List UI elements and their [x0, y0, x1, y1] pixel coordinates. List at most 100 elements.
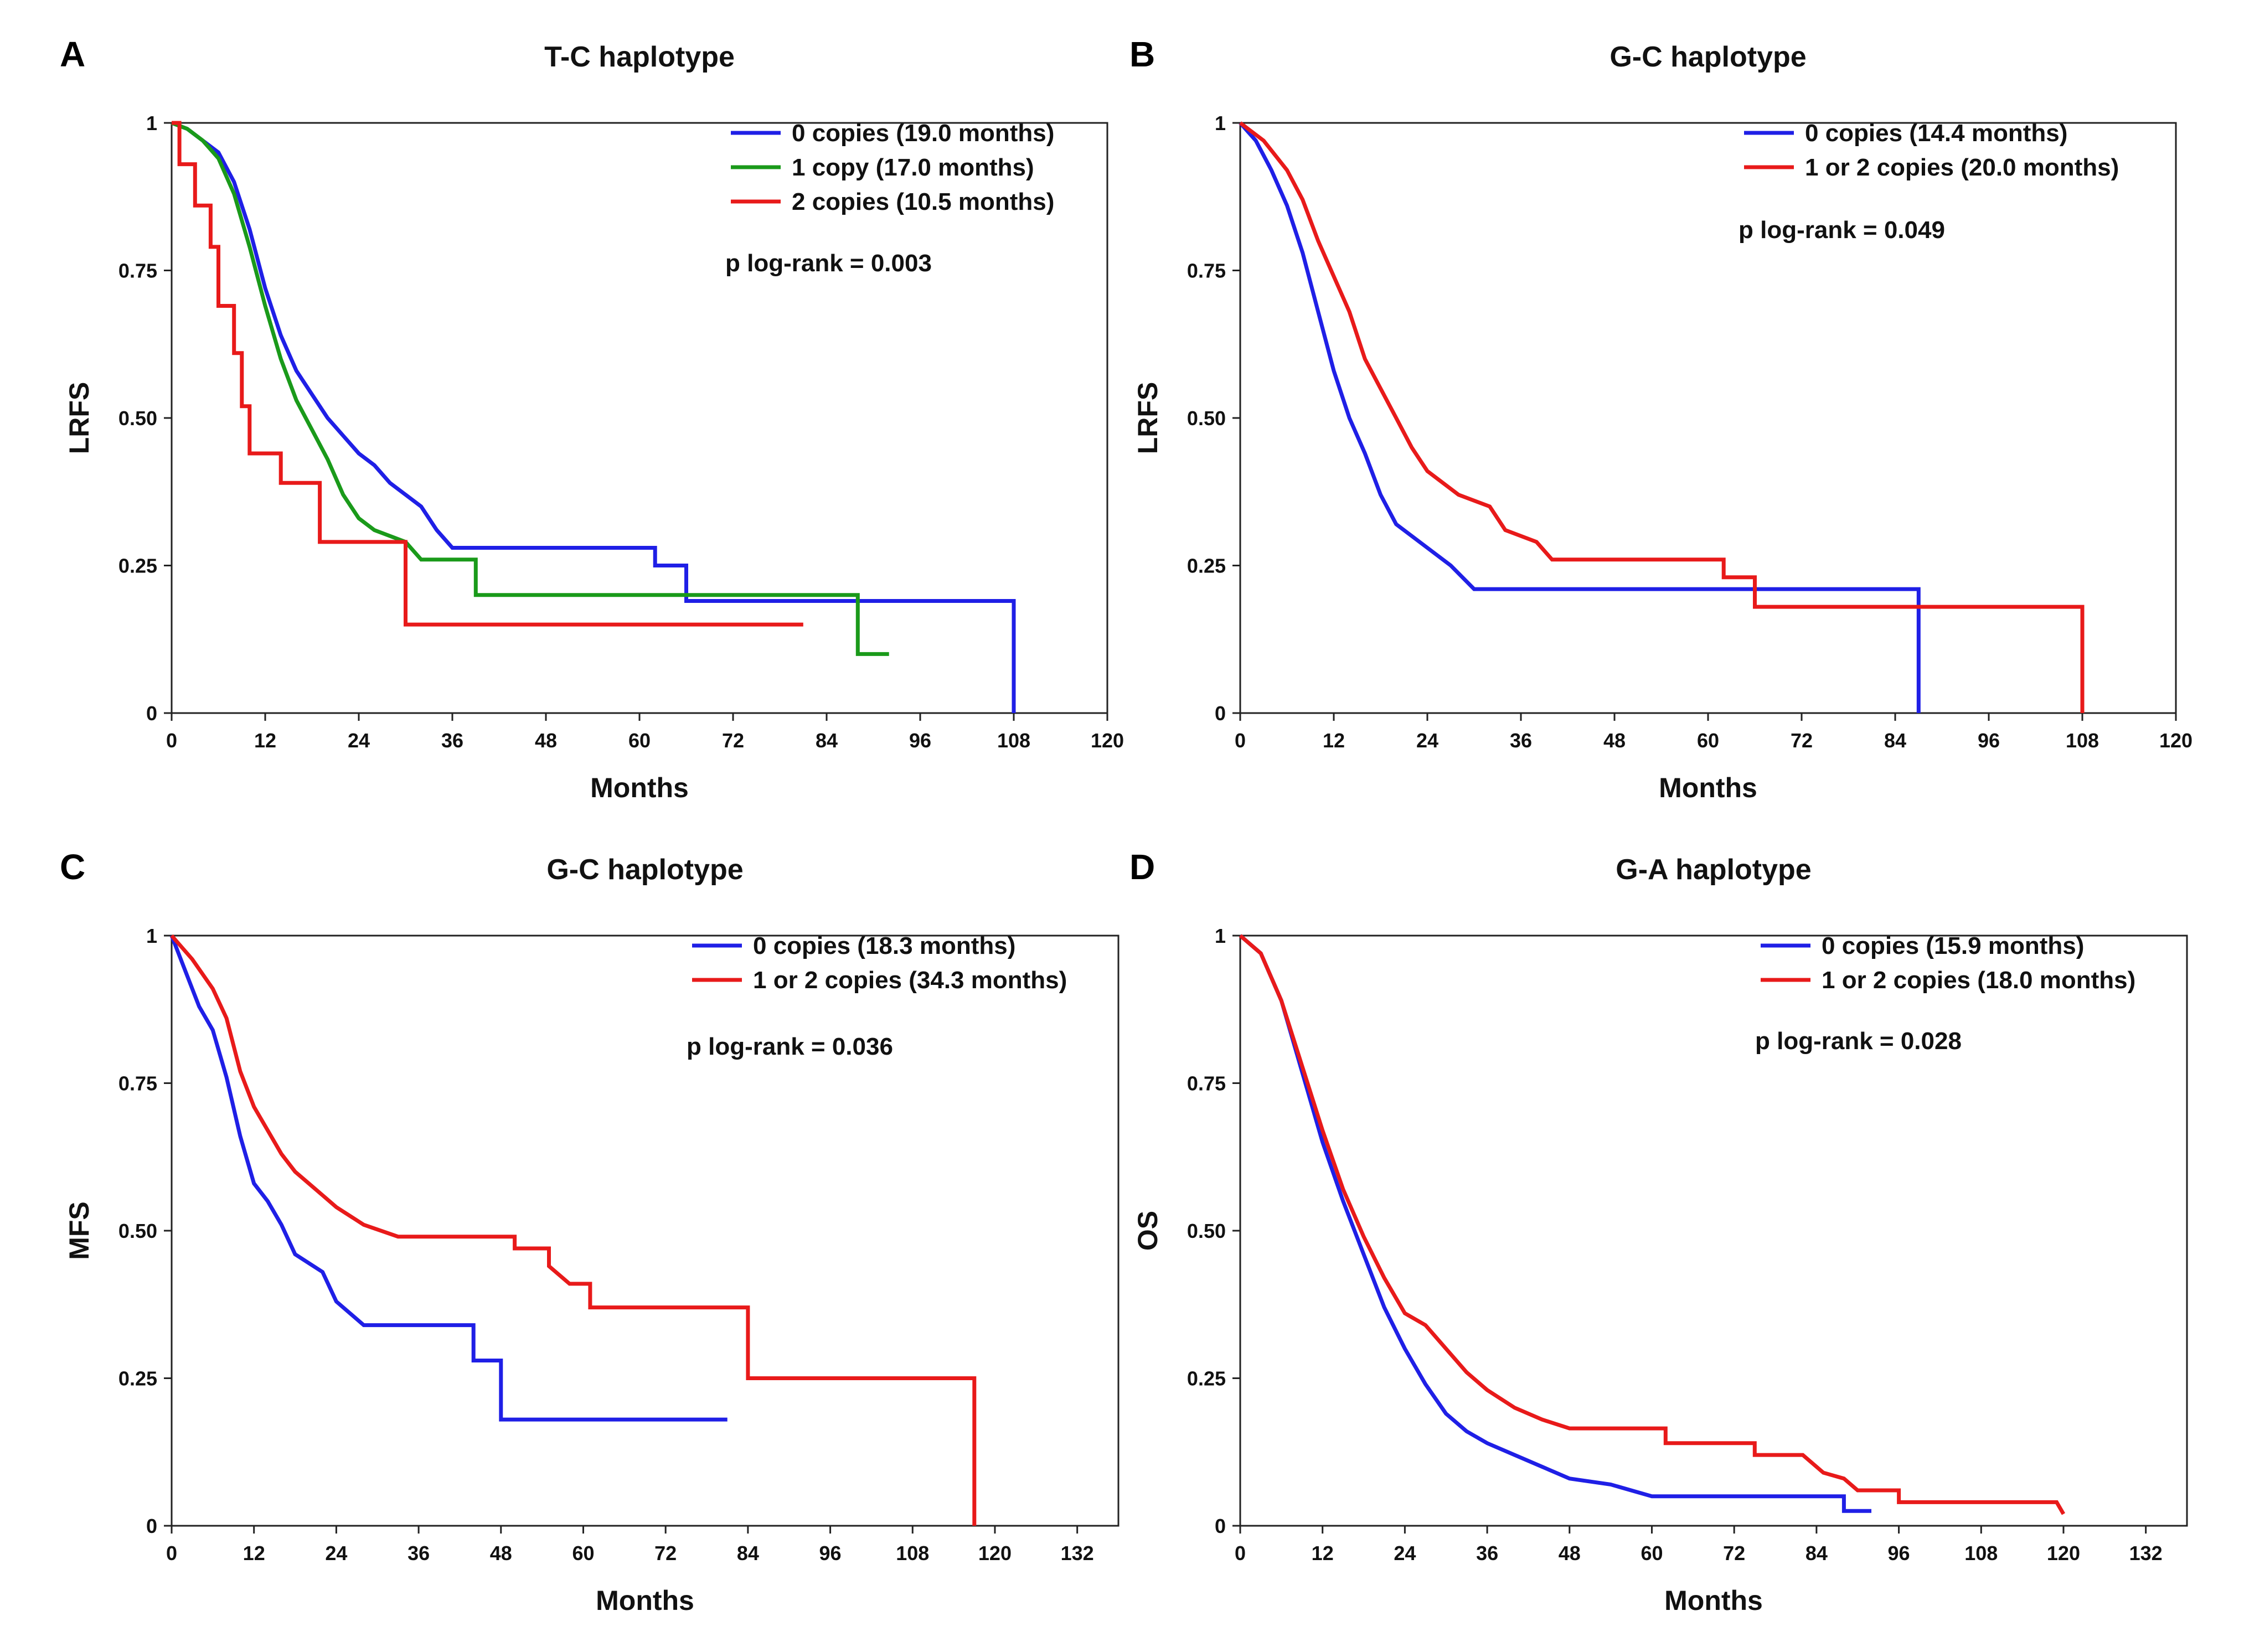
y-axis-label: OS — [1132, 1211, 1163, 1251]
series-line-2 — [170, 934, 977, 1526]
x-tick-label: 84 — [816, 729, 838, 752]
y-tick-label: 0.25 — [118, 1367, 157, 1390]
legend-entry: 2 copies (10.5 months) — [792, 188, 1054, 215]
y-tick-label: 0 — [1215, 1515, 1226, 1537]
y-tick-label: 1 — [1215, 112, 1226, 135]
y-tick-label: 0.25 — [1187, 1367, 1226, 1390]
y-axis-label: MFS — [64, 1201, 95, 1260]
x-tick-label: 132 — [1061, 1542, 1094, 1565]
x-axis-label: Months — [1664, 1585, 1763, 1616]
x-tick-label: 120 — [978, 1542, 1012, 1565]
x-tick-label: 108 — [1964, 1542, 1998, 1565]
x-tick-label: 120 — [2159, 729, 2193, 752]
x-axis-label: Months — [590, 772, 689, 803]
x-tick-label: 72 — [1723, 1542, 1745, 1565]
y-tick-label: 0.75 — [1187, 1072, 1226, 1095]
panel-letter: C — [60, 847, 85, 887]
p-logrank-annotation: p log-rank = 0.003 — [725, 250, 932, 277]
y-axis-label: LRFS — [1132, 382, 1163, 455]
x-tick-label: 12 — [1312, 1542, 1334, 1565]
legend-entry: 0 copies (15.9 months) — [1822, 932, 2084, 959]
y-tick-label: 0.75 — [118, 260, 157, 282]
x-tick-label: 108 — [2066, 729, 2099, 752]
y-tick-label: 1 — [1215, 925, 1226, 947]
series-line-1 — [169, 935, 728, 1422]
x-tick-label: 84 — [1805, 1542, 1828, 1565]
x-tick-label: 12 — [1323, 729, 1345, 752]
y-tick-label: 0.50 — [118, 407, 157, 430]
chart-title: G-C haplotype — [546, 854, 743, 886]
y-tick-label: 1 — [146, 925, 157, 947]
x-tick-label: 48 — [1559, 1542, 1581, 1565]
x-tick-label: 72 — [654, 1542, 677, 1565]
x-axis-label: Months — [596, 1585, 694, 1616]
x-tick-label: 36 — [1476, 1542, 1498, 1565]
series-line-2 — [1239, 121, 2085, 713]
series-line-1 — [1239, 934, 1871, 1513]
chart-title: G-A haplotype — [1616, 854, 1811, 886]
series-line-2 — [1239, 934, 2066, 1515]
x-tick-label: 0 — [166, 729, 177, 752]
plot-frame — [1239, 122, 2177, 714]
series-line-1 — [1239, 121, 1921, 713]
x-tick-label: 108 — [997, 729, 1030, 752]
p-logrank-annotation: p log-rank = 0.036 — [687, 1033, 893, 1060]
y-tick-label: 0.50 — [118, 1220, 157, 1242]
x-tick-label: 36 — [407, 1542, 430, 1565]
x-tick-label: 24 — [1394, 1542, 1416, 1565]
y-tick-label: 1 — [146, 112, 157, 135]
x-tick-label: 108 — [896, 1542, 929, 1565]
x-tick-label: 96 — [819, 1542, 842, 1565]
x-tick-label: 72 — [722, 729, 744, 752]
panel-b: B G-C haplotype 0 12 24 36 48 60 72 84 96 108 120 0 0.… — [1129, 34, 2193, 803]
chart-title: T-C haplotype — [544, 41, 735, 73]
x-tick-label: 0 — [1235, 729, 1246, 752]
plot-frame — [171, 935, 1120, 1527]
x-axis-label: Months — [1659, 772, 1757, 803]
x-tick-label: 12 — [243, 1542, 265, 1565]
x-tick-label: 132 — [2129, 1542, 2163, 1565]
y-tick-label: 0.25 — [118, 555, 157, 577]
y-tick-label: 0.50 — [1187, 1220, 1226, 1242]
legend-entry: 0 copies (19.0 months) — [792, 120, 1054, 147]
panel-c: C G-C haplotype 0 12 24 36 48 60 72 84 96 108 120 132… — [60, 847, 1120, 1616]
x-tick-label: 96 — [1888, 1542, 1910, 1565]
panel-letter: A — [60, 34, 85, 74]
x-tick-label: 48 — [490, 1542, 512, 1565]
x-tick-label: 48 — [535, 729, 557, 752]
y-tick-label: 0.75 — [1187, 260, 1226, 282]
x-tick-label: 0 — [166, 1542, 177, 1565]
x-tick-label: 48 — [1603, 729, 1626, 752]
x-tick-label: 60 — [1697, 729, 1719, 752]
chart-title: G-C haplotype — [1610, 41, 1806, 73]
x-tick-label: 24 — [1416, 729, 1438, 752]
y-axis-label: LRFS — [64, 382, 95, 455]
y-tick-label: 0.25 — [1187, 555, 1226, 577]
legend-entry: 0 copies (14.4 months) — [1805, 120, 2067, 147]
series-line-2 — [171, 121, 889, 656]
x-tick-label: 96 — [1978, 729, 2000, 752]
x-tick-label: 24 — [348, 729, 370, 752]
y-tick-label: 0 — [146, 1515, 157, 1537]
x-tick-label: 60 — [1641, 1542, 1663, 1565]
x-tick-label: 84 — [737, 1542, 759, 1565]
legend-entry: 1 or 2 copies (20.0 months) — [1805, 154, 2119, 181]
x-tick-label: 12 — [254, 729, 276, 752]
x-tick-label: 36 — [441, 729, 463, 752]
panel-letter: D — [1129, 847, 1155, 887]
plot-frame — [1239, 935, 2188, 1527]
x-tick-label: 120 — [2047, 1542, 2080, 1565]
legend-entry: 1 or 2 copies (34.3 months) — [753, 967, 1067, 994]
series-line-1 — [171, 121, 1016, 713]
x-tick-label: 72 — [1791, 729, 1813, 752]
x-tick-label: 36 — [1510, 729, 1532, 752]
y-tick-label: 0.50 — [1187, 407, 1226, 430]
series-line-3 — [172, 121, 803, 627]
p-logrank-annotation: p log-rank = 0.028 — [1755, 1028, 1962, 1055]
x-tick-label: 60 — [628, 729, 651, 752]
x-tick-label: 120 — [1091, 729, 1124, 752]
panel-a: A T-C haplotype 0 12 24 36 48 60 72 84 96 108 120 0 0.… — [60, 34, 1124, 803]
legend-entry: 1 or 2 copies (18.0 months) — [1822, 967, 2135, 994]
legend-entry: 1 copy (17.0 months) — [792, 154, 1034, 181]
